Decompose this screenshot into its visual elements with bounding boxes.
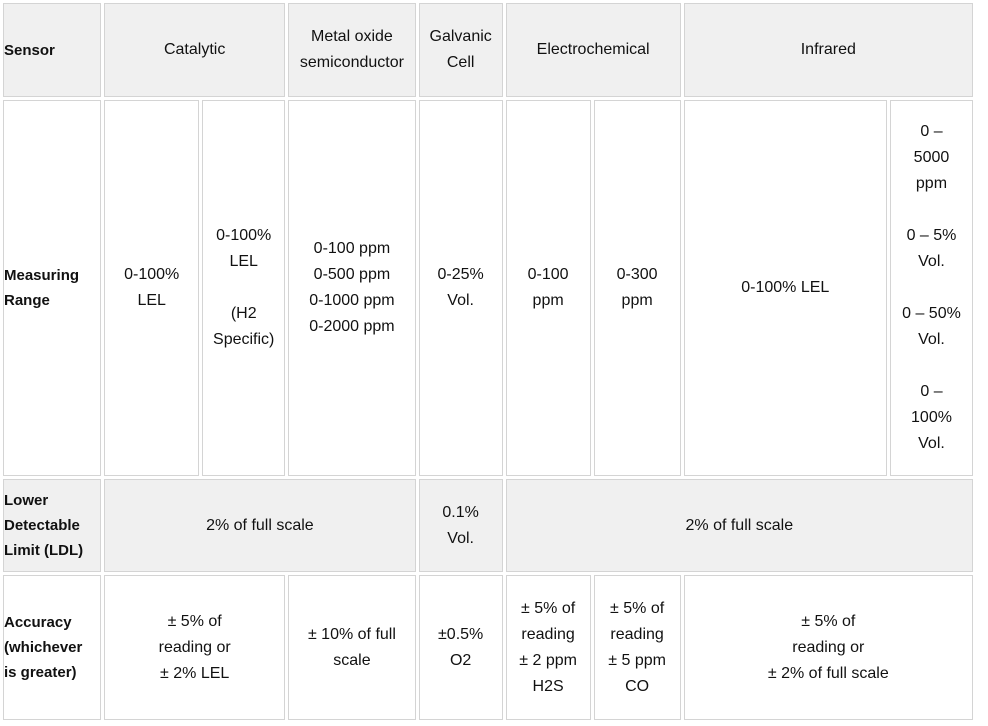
- measuring-range-row: Measuring Range 0-100% LEL 0-100% LEL (H…: [3, 100, 973, 476]
- ldl-electrochemical-infrared: 2% of full scale: [505, 479, 973, 572]
- accuracy-galvanic: ±0.5% O2: [418, 575, 503, 720]
- accuracy-infrared: ± 5% of reading or ± 2% of full scale: [683, 575, 973, 720]
- ldl-galvanic: 0.1% Vol.: [418, 479, 503, 572]
- metal-oxide-range: 0-100 ppm 0-500 ppm 0-1000 ppm 0-2000 pp…: [288, 100, 416, 476]
- accuracy-metal-oxide: ± 10% of full scale: [288, 575, 416, 720]
- header-electrochemical: Electrochemical: [505, 3, 681, 97]
- infrared-range-1: 0-100% LEL: [683, 100, 887, 476]
- ldl-catalytic-metal-oxide: 2% of full scale: [104, 479, 416, 572]
- ldl-label: Lower Detectable Limit (LDL): [3, 479, 102, 572]
- header-row: Sensor Catalytic Metal oxide semiconduct…: [3, 3, 973, 97]
- accuracy-catalytic: ± 5% of reading or ± 2% LEL: [104, 575, 286, 720]
- header-catalytic: Catalytic: [104, 3, 286, 97]
- header-galvanic-cell: Galvanic Cell: [418, 3, 503, 97]
- infrared-range-2: 0 – 5000 ppm 0 – 5% Vol. 0 – 50% Vol. 0 …: [889, 100, 973, 476]
- accuracy-electrochemical-1: ± 5% of reading ± 2 ppm H2S: [505, 575, 591, 720]
- galvanic-range: 0-25% Vol.: [418, 100, 503, 476]
- header-sensor: Sensor: [3, 3, 102, 97]
- electrochemical-range-1: 0-100 ppm: [505, 100, 591, 476]
- header-metal-oxide: Metal oxide semiconductor: [288, 3, 416, 97]
- accuracy-label: Accuracy (whichever is greater): [3, 575, 102, 720]
- catalytic-range: 0-100% LEL: [104, 100, 200, 476]
- ldl-row: Lower Detectable Limit (LDL) 2% of full …: [3, 479, 973, 572]
- accuracy-electrochemical-2: ± 5% of reading ± 5 ppm CO: [593, 575, 681, 720]
- accuracy-row: Accuracy (whichever is greater) ± 5% of …: [3, 575, 973, 720]
- electrochemical-range-2: 0-300 ppm: [593, 100, 681, 476]
- catalytic-h2-range: 0-100% LEL (H2 Specific): [202, 100, 286, 476]
- header-infrared: Infrared: [683, 3, 973, 97]
- measuring-range-label: Measuring Range: [3, 100, 102, 476]
